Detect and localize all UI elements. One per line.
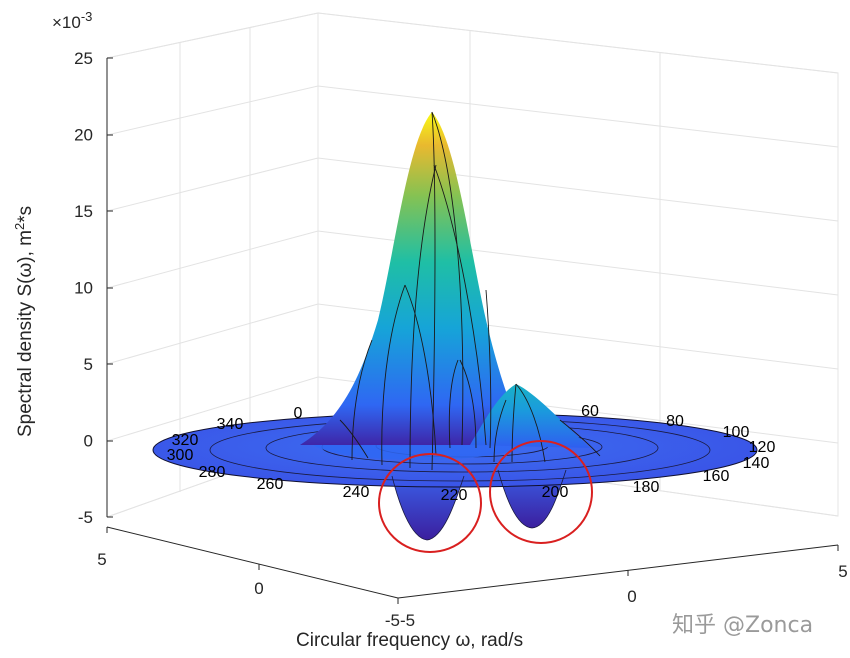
right-axis-tick-label: -5 xyxy=(400,611,415,630)
exponent-power: -3 xyxy=(81,9,93,24)
z-tick-label: 20 xyxy=(74,126,93,145)
left-axis-tick-label: 0 xyxy=(254,579,263,598)
z-axis-label-sup: 2 xyxy=(12,223,27,230)
left-axis-tick-label: 5 xyxy=(97,550,106,569)
trough-200-outline xyxy=(497,469,567,529)
angle-label-100: 100 xyxy=(723,424,750,441)
trough-220 xyxy=(392,476,464,540)
z-tick-label: 5 xyxy=(84,355,93,374)
z-axis-label-main: Spectral density S(ω), m xyxy=(15,230,36,437)
angle-label-340: 340 xyxy=(217,416,244,433)
highlight-circle-220 xyxy=(378,453,482,553)
left-axis-tick-labels: 5 0 -5 xyxy=(97,550,400,630)
z-tick-label: -5 xyxy=(78,508,93,527)
left-axis-tick-label: -5 xyxy=(385,611,400,630)
angle-label-160: 160 xyxy=(703,468,730,485)
z-axis-label-tail: *s xyxy=(15,206,36,223)
right-axis-tick-label: 5 xyxy=(838,562,847,581)
z-tick-label: 0 xyxy=(84,432,93,451)
highlight-circle-200 xyxy=(489,440,593,544)
side-peak xyxy=(470,384,590,448)
z-tick-label: 25 xyxy=(74,49,93,68)
main-peak xyxy=(300,112,528,445)
x-axis-label: Circular frequency ω, rad/s xyxy=(296,630,523,651)
angle-label-0: 0 xyxy=(294,405,303,422)
z-tick-label: 15 xyxy=(74,202,93,221)
spectral-surface xyxy=(152,111,758,541)
angle-label-140: 140 xyxy=(743,455,770,472)
z-axis-label: Spectral density S(ω), m2*s xyxy=(12,206,36,437)
trough-220-outline xyxy=(391,475,465,541)
angle-label-180: 180 xyxy=(633,479,660,496)
z-tick-labels: 25 20 15 10 5 0 -5 xyxy=(74,49,93,527)
angle-label-240: 240 xyxy=(343,484,370,501)
mesh-lines xyxy=(339,111,601,471)
tick-marks xyxy=(106,57,839,604)
angle-label-260: 260 xyxy=(257,476,284,493)
angle-label-200: 200 xyxy=(542,484,569,501)
angle-label-320: 320 xyxy=(172,432,199,449)
angle-label-60: 60 xyxy=(581,403,599,420)
watermark: 知乎 @Zonca xyxy=(672,613,813,638)
z-tick-label: 10 xyxy=(74,279,93,298)
angle-label-300: 300 xyxy=(167,447,194,464)
angle-label-120: 120 xyxy=(749,439,776,456)
exponent-base: ×10 xyxy=(52,13,81,32)
right-floor-axis xyxy=(397,544,839,599)
right-axis-tick-labels: -5 0 5 xyxy=(400,562,848,630)
highlights xyxy=(378,440,593,553)
angle-label-220: 220 xyxy=(441,487,468,504)
angle-label-80: 80 xyxy=(666,413,684,430)
exponent-label: ×10-3 xyxy=(52,9,92,32)
right-axis-tick-label: 0 xyxy=(627,587,636,606)
left-floor-axis xyxy=(106,526,399,599)
angle-label-280: 280 xyxy=(199,464,226,481)
